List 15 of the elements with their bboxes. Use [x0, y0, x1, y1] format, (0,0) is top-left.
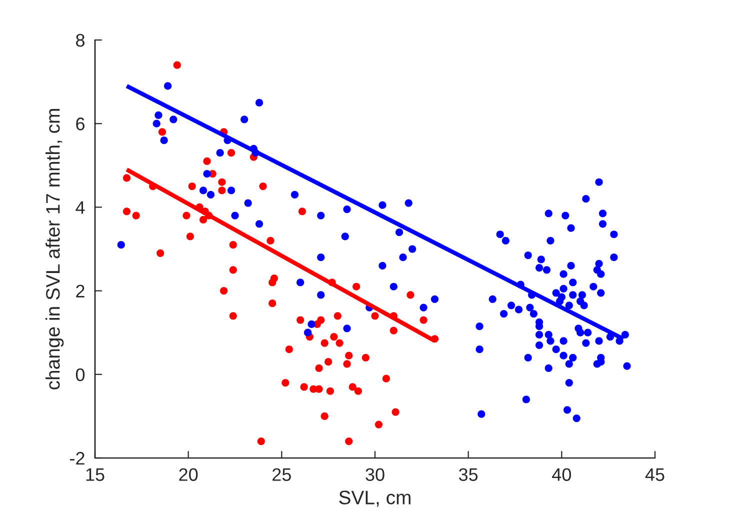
x-tick-label: 25 [272, 468, 291, 481]
y-tick-label: -2 [70, 452, 84, 465]
x-tick-label: 20 [179, 468, 198, 481]
x-tick-label: 30 [366, 468, 384, 481]
y-tick-label: 6 [76, 118, 84, 130]
x-tick-label: 40 [552, 468, 572, 481]
x-tick-label: 45 [645, 468, 664, 481]
y-tick-label: 0 [76, 368, 85, 382]
y-axis-title: change in SVL after 17 mnth, cm [46, 109, 64, 390]
x-axis-title: SVL, cm [339, 490, 410, 507]
y-tick-label: 2 [76, 284, 84, 298]
y-tick-label: 4 [76, 201, 85, 214]
y-tick-label: 8 [76, 34, 84, 47]
x-tick-label: 35 [458, 468, 478, 481]
x-tick-label: 15 [86, 468, 104, 481]
